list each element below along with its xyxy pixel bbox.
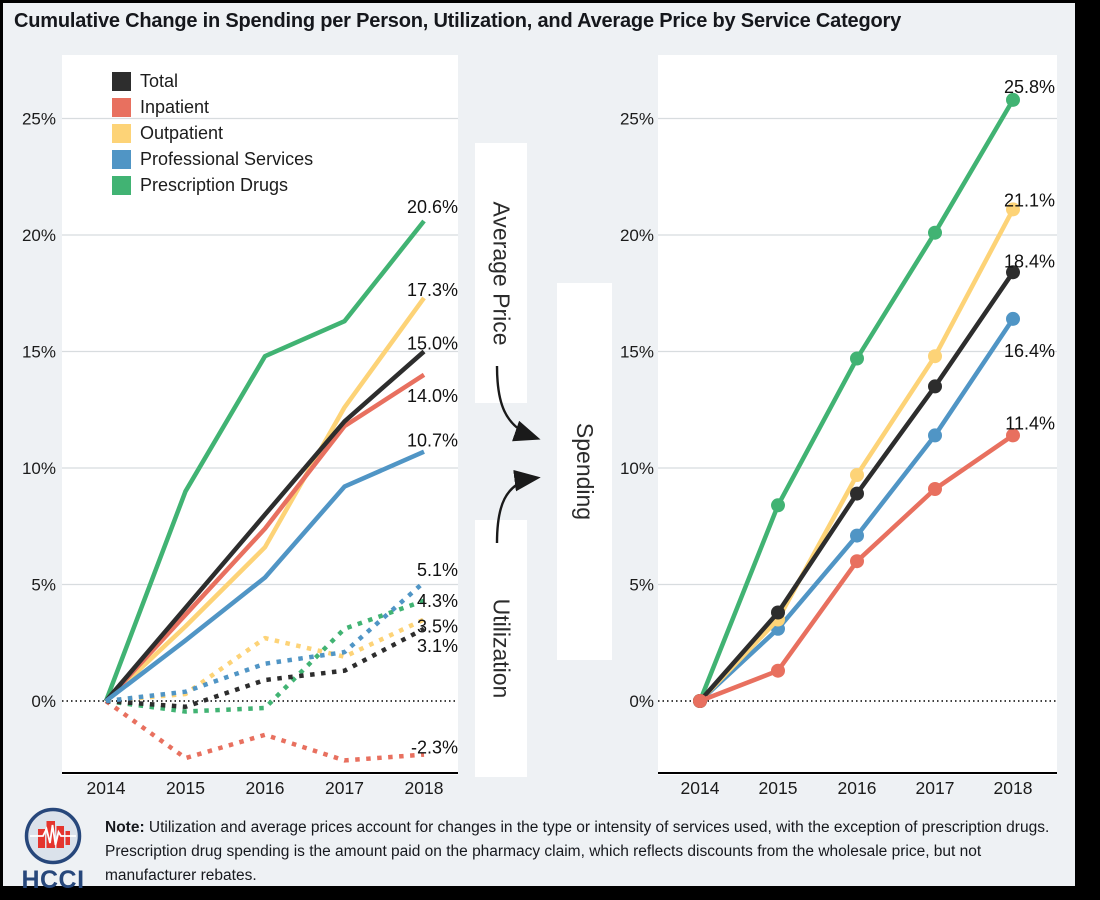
svg-text:10%: 10% (620, 459, 654, 478)
data-point-marker (1006, 92, 1020, 107)
legend-item-outpatient: Outpatient (112, 120, 313, 146)
data-point-marker (1006, 265, 1020, 280)
svg-text:2015: 2015 (759, 778, 798, 798)
legend-label: Prescription Drugs (140, 174, 289, 195)
data-point-marker (928, 482, 942, 496)
legend-item-professional-services: Professional Services (112, 146, 313, 172)
average-price-to-spending-arrow-icon (495, 365, 541, 442)
svg-text:2016: 2016 (838, 778, 877, 798)
legend: Total Inpatient Outpatient Professional … (112, 68, 313, 198)
end-value-label: 3.5% (417, 617, 458, 637)
end-value-label: 5.1% (417, 560, 458, 580)
data-point-marker (850, 468, 864, 482)
utilization-to-spending-arrow-icon (495, 469, 541, 544)
series-utilization-prescription-drugs (105, 598, 425, 714)
end-value-label: 4.3% (417, 591, 458, 611)
svg-text:5%: 5% (31, 576, 56, 595)
hcci-logo-icon (24, 807, 82, 865)
inpatient-swatch-icon (112, 97, 131, 117)
data-point-marker (693, 694, 707, 708)
data-point-marker (771, 663, 785, 678)
end-value-label: 20.6% (407, 197, 458, 217)
data-point-marker (850, 554, 864, 569)
legend-item-inpatient: Inpatient (112, 94, 313, 120)
data-point-marker (1006, 311, 1020, 326)
legend-label: Inpatient (140, 96, 210, 117)
svg-text:2014: 2014 (681, 778, 720, 798)
end-value-label: 11.4% (1005, 413, 1055, 433)
professional-services-swatch-icon (112, 149, 131, 169)
data-point-marker (850, 351, 864, 366)
svg-text:20%: 20% (620, 226, 654, 245)
end-value-label: 14.0% (407, 386, 458, 406)
data-point-marker (928, 379, 942, 394)
end-value-label: 21.1% (1004, 190, 1055, 210)
footnote: Note: Utilization and average prices acc… (105, 816, 1050, 888)
end-value-label: 18.4% (1004, 251, 1055, 271)
legend-item-total: Total (112, 68, 313, 94)
data-point-marker (928, 225, 942, 240)
series-average-price-prescription-drugs (103, 219, 426, 702)
average-price-flow-label: Average Price (475, 143, 527, 403)
svg-text:2016: 2016 (246, 778, 285, 798)
legend-label: Outpatient (140, 122, 224, 143)
spending-flow-label: Spending (557, 283, 612, 660)
svg-text:0%: 0% (629, 692, 654, 711)
svg-text:15%: 15% (22, 343, 56, 362)
footnote-label: Note: (105, 819, 145, 836)
prescription-drugs-swatch-icon (112, 175, 131, 195)
outpatient-swatch-icon (112, 123, 131, 143)
series-average-price-inpatient (104, 372, 426, 703)
price-utilization-chart: 0% 5% 10% 15% 20% 25% 2014 2015 2016 2017 2018 20.6… (22, 55, 458, 798)
series-average-price-outpatient (104, 296, 426, 703)
end-value-label: 25.8% (1004, 77, 1055, 97)
series-utilization-outpatient (105, 617, 425, 704)
end-value-label: 15.0% (407, 334, 458, 354)
svg-text:2014: 2014 (87, 778, 126, 798)
footnote-text: Utilization and average prices account f… (105, 819, 1050, 885)
data-point-marker (928, 349, 942, 364)
svg-text:25%: 25% (22, 110, 56, 129)
svg-text:15%: 15% (620, 343, 654, 362)
series-average-price-total (104, 349, 426, 703)
svg-text:5%: 5% (629, 576, 654, 595)
spending-chart: 0% 5% 10% 15% 20% 25% 2014 2015 2016 2017 2018 25.8… (620, 55, 1057, 798)
data-point-marker (1006, 202, 1020, 217)
data-point-marker (771, 605, 785, 620)
svg-text:2017: 2017 (325, 778, 364, 798)
data-point-marker (928, 428, 942, 443)
svg-text:2018: 2018 (405, 778, 444, 798)
data-point-marker (850, 528, 864, 543)
data-point-marker (850, 486, 864, 501)
hcci-logo-text: HCCI (21, 866, 85, 894)
svg-text:20%: 20% (22, 226, 56, 245)
end-value-label: -2.3% (411, 738, 458, 758)
legend-label: Total (140, 70, 179, 91)
svg-text:0%: 0% (31, 692, 56, 711)
utilization-flow-label: Utilization (475, 520, 527, 777)
legend-label: Professional Services (140, 148, 314, 169)
svg-text:25%: 25% (620, 110, 654, 129)
svg-text:2015: 2015 (166, 778, 205, 798)
total-swatch-icon (112, 71, 131, 91)
svg-text:10%: 10% (22, 459, 56, 478)
end-value-label: 16.4% (1004, 341, 1055, 361)
page-title: Cumulative Change in Spending per Person… (14, 10, 902, 32)
flow-arrows (495, 365, 541, 544)
end-value-label: 3.1% (417, 636, 458, 656)
end-value-label: 17.3% (407, 280, 458, 300)
series-average-price-professional-services (104, 449, 425, 703)
svg-text:2018: 2018 (994, 778, 1033, 798)
data-point-marker (771, 498, 785, 513)
data-point-marker (1006, 428, 1020, 443)
legend-item-prescription-drugs: Prescription Drugs (112, 172, 313, 198)
end-value-label: 10.7% (407, 431, 458, 451)
svg-text:2017: 2017 (916, 778, 955, 798)
